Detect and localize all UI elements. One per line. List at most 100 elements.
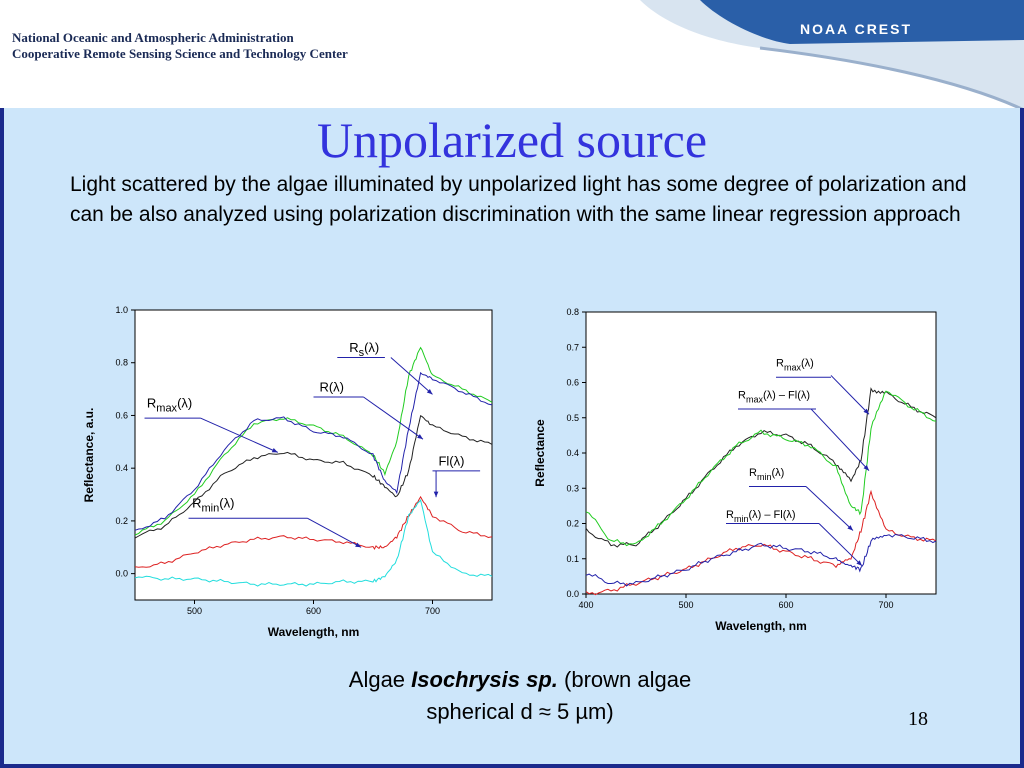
x-tick-label: 700 <box>425 606 440 616</box>
annotation-leader <box>307 517 362 548</box>
annotation-leader <box>810 408 870 471</box>
annotation-label-main: R <box>349 340 358 355</box>
x-tick-label: 500 <box>187 606 202 616</box>
annotation-label-main: R <box>776 358 784 370</box>
x-axis-label: Wavelength, nm <box>268 625 360 639</box>
annotation-leader <box>200 417 279 453</box>
y-axis-label: Reflectance <box>533 419 547 487</box>
annot-r: R(λ) <box>313 380 424 440</box>
y-tick-label: 0.4 <box>115 463 128 473</box>
x-tick-label: 600 <box>306 606 321 616</box>
annotation-label: Rmin(λ) <box>192 496 234 515</box>
series-line-blue <box>585 533 937 587</box>
annotation-label-main: R <box>738 389 746 401</box>
plot-area <box>585 311 937 595</box>
annot-rmax-fl: Rmax(λ) – Fl(λ) <box>738 389 870 471</box>
annotation-label: Rmax(λ) – Fl(λ) <box>738 389 810 404</box>
annotation-label: R(λ) <box>319 380 344 395</box>
x-tick-label: 700 <box>878 600 893 610</box>
annotation-arrowhead <box>856 560 862 566</box>
y-tick-label: 0.4 <box>566 448 579 458</box>
annotation-label-main: R <box>749 467 757 479</box>
annotation-label-tail: (λ) <box>801 358 814 370</box>
y-tick-label: 0.5 <box>566 413 579 423</box>
x-tick-label: 600 <box>778 600 793 610</box>
annotation-leader <box>805 486 854 531</box>
annotation-label-tail: (λ) <box>449 454 464 469</box>
annotation-label-tail: (λ) <box>177 396 192 411</box>
annotation-arrowhead <box>417 434 423 440</box>
annotation-label-main: Fl <box>438 454 449 469</box>
series-line-green <box>585 390 937 547</box>
annotation-label-sub: max <box>784 363 802 373</box>
body-paragraph: Light scattered by the algae illuminated… <box>70 173 967 226</box>
noaa-crest-logo: NOAA CREST <box>800 21 913 37</box>
slide-title: Unpolarized source <box>316 112 708 168</box>
org-name-line1: National Oceanic and Atmospheric Adminis… <box>12 30 294 45</box>
annotation-label-main: R <box>319 380 328 395</box>
annot-rmax: Rmax(λ) <box>776 358 870 415</box>
annot-rmin: Rmin(λ) <box>749 467 854 531</box>
series-line-cyan <box>134 499 493 587</box>
annotation-leader <box>390 357 433 395</box>
y-tick-label: 0.8 <box>566 307 579 317</box>
x-axis-label: Wavelength, nm <box>715 619 807 633</box>
y-axis-label: Reflectance, a.u. <box>82 408 96 503</box>
annotation-arrowhead <box>426 388 433 395</box>
series-line-black <box>134 415 493 539</box>
y-tick-label: 0.2 <box>115 516 128 526</box>
annotation-leader <box>363 396 424 440</box>
annot-rmin-fl: Rmin(λ) – Fl(λ) <box>726 509 863 567</box>
y-tick-label: 0.2 <box>566 519 579 529</box>
caption-line2: spherical d ≈ 5 µm) <box>426 699 614 724</box>
header-banner: National Oceanic and Atmospheric Adminis… <box>0 0 1024 112</box>
annotation-label-tail: (λ) <box>364 340 379 355</box>
annotation-arrowhead <box>355 542 362 548</box>
y-tick-label: 0.0 <box>566 589 579 599</box>
annotation-label-sub: s <box>359 347 365 359</box>
annotation-label: Rmin(λ) <box>749 467 784 482</box>
annotation-leader <box>818 523 863 567</box>
y-tick-label: 1.0 <box>115 305 128 315</box>
annotation-label-sub: min <box>734 514 749 524</box>
annotation-label-sub: min <box>202 503 220 515</box>
chart-right: 0.0 0.1 0.2 0.3 0.4 0.5 0.6 0.7 0.8 400 500 600 700 W… <box>533 307 937 633</box>
y-tick-label: 0.1 <box>566 554 579 564</box>
header-swoosh <box>640 0 1024 112</box>
annotation-label: Fl(λ) <box>438 454 464 469</box>
annotation-label-tail: (λ) <box>771 467 784 479</box>
annot-rmin: Rmin(λ) <box>188 496 362 548</box>
y-tick-label: 0.0 <box>115 569 128 579</box>
caption-species: Isochrysis sp. <box>411 667 558 692</box>
series-line-blue <box>134 371 493 531</box>
annotation-label-main: R <box>192 496 201 511</box>
org-name-line2: Cooperative Remote Sensing Science and T… <box>12 46 348 61</box>
annot-fl: Fl(λ) <box>432 454 481 498</box>
y-tick-label: 0.7 <box>566 342 579 352</box>
annotation-label-tail: (λ) – Fl(λ) <box>763 389 810 401</box>
caption-prefix: Algae <box>348 667 412 692</box>
x-tick-label: 400 <box>578 600 593 610</box>
chart-left: 0.0 0.2 0.4 0.6 0.8 1.0 500 600 700 Wavelength, n… <box>82 305 493 639</box>
annotation-label: Rmax(λ) <box>147 396 192 415</box>
annotation-arrowhead <box>863 464 869 471</box>
annotation-label-sub: max <box>746 394 764 404</box>
annotation-label: Rmin(λ) – Fl(λ) <box>726 509 796 524</box>
annotation-arrowhead <box>847 525 853 531</box>
annotation-label-tail: (λ) <box>219 496 234 511</box>
y-tick-label: 0.6 <box>566 378 579 388</box>
series-line-red <box>585 489 937 596</box>
caption-suffix: (brown algae <box>557 667 692 692</box>
annotation-leader <box>830 375 870 415</box>
annotation-arrowhead <box>271 447 278 453</box>
annotation-arrowhead <box>863 408 869 415</box>
y-tick-label: 0.8 <box>115 358 128 368</box>
series-line-black <box>585 387 937 548</box>
annotation-label-sub: max <box>156 403 177 415</box>
y-tick-label: 0.3 <box>566 483 579 493</box>
annot-rs: Rs(λ) <box>337 340 433 395</box>
caption: Algae Isochrysis sp. (brown algae spheri… <box>270 664 770 728</box>
page-number: 18 <box>908 708 928 730</box>
annotation-label: Rs(λ) <box>349 340 379 359</box>
annotation-label-main: R <box>726 509 734 521</box>
